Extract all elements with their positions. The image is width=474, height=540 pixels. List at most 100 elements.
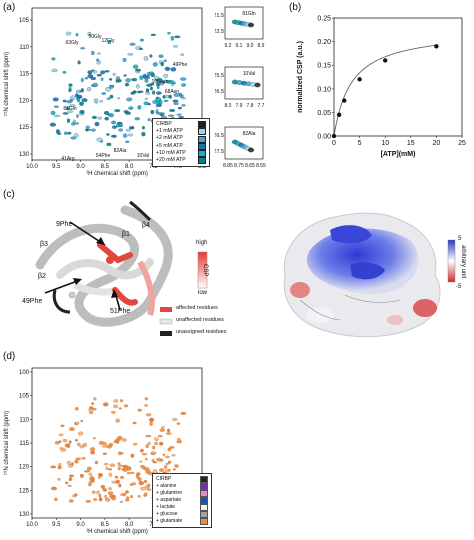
nmr-peak (91, 402, 95, 405)
y-tick-label: 105 (19, 18, 30, 24)
nmr-peak (118, 483, 122, 488)
nmr-peak (51, 57, 56, 61)
nmr-peak (150, 33, 157, 36)
x-tick-label: 9.0 (76, 164, 85, 170)
nmr-peak (122, 57, 127, 62)
nmr-peak (115, 438, 121, 442)
y-tick-label: 100 (19, 370, 30, 376)
nmr-peak (102, 488, 108, 492)
nmr-peak (158, 54, 164, 58)
nmr-peak (139, 38, 144, 42)
legend-swatch (200, 483, 208, 490)
nmr-peak (173, 45, 179, 48)
nmr-peak (80, 419, 84, 423)
label-beta4: β4 (142, 222, 150, 229)
peak-label: 81Gln (63, 106, 77, 112)
legend-row: + aspartate (156, 497, 208, 504)
nmr-peak (122, 438, 127, 442)
nmr-peak (132, 64, 139, 69)
panel-a-legend: CIRBP +1 mM ATP +2 mM ATP +5 mM ATP +10 mM A… (152, 118, 210, 168)
unassigned-swatch (160, 331, 172, 336)
nmr-peak (127, 53, 134, 56)
nmr-peak (123, 110, 129, 113)
nmr-peak (97, 52, 101, 55)
nmr-peak (53, 105, 59, 108)
nmr-peak (126, 496, 130, 500)
nmr-peak (148, 417, 155, 422)
nmr-peak (64, 131, 68, 136)
panel-c-letter: (c) (3, 189, 15, 200)
legend-row: + lactate (156, 504, 208, 511)
nmr-peak (155, 91, 162, 95)
nmr-peak (99, 100, 104, 103)
nmr-peak (74, 133, 79, 138)
nmr-peak (155, 100, 160, 106)
nmr-peak (152, 62, 158, 67)
legend-swatch (198, 121, 206, 129)
nmr-peak (108, 78, 113, 81)
potential-colorbar (447, 239, 456, 283)
legend-swatch (200, 511, 208, 518)
legend-swatch (198, 128, 206, 136)
data-point (331, 133, 337, 139)
y-axis-label: ¹⁵N chemical shift (ppm) (3, 52, 10, 116)
x-axis-label: ¹H chemical shift (ppm) (86, 171, 148, 177)
nmr-peak (107, 491, 114, 496)
nmr-peak (143, 479, 148, 484)
nmr-peak (74, 459, 79, 464)
panel-d-legend: CIRBP + alanine + glutamine + aspartate + la… (152, 473, 212, 528)
nmr-peak (155, 97, 162, 102)
panel-a-letter: (a) (3, 2, 16, 13)
nmr-peak (115, 418, 120, 423)
nmr-peak (150, 73, 156, 78)
nmr-peak (80, 473, 84, 478)
y-tick-label: 120 (19, 98, 30, 104)
nmr-peak (121, 467, 126, 471)
nmr-peak (96, 73, 102, 77)
nmr-peak (117, 97, 121, 100)
zoom-y-tick: 126.5 (215, 89, 224, 95)
nmr-peak (136, 84, 140, 89)
y-tick-label: 125 (19, 488, 30, 494)
csp-colorbar (197, 251, 208, 289)
x-tick-label: 10.0 (26, 522, 38, 528)
affected-swatch (160, 307, 172, 312)
nmr-peak (141, 131, 146, 137)
nmr-peak (117, 462, 121, 465)
nmr-peak (160, 61, 164, 67)
peak-label: 108Asn (152, 79, 169, 85)
y-tick-label: 130 (19, 152, 30, 158)
nmr-peak (100, 70, 106, 75)
nmr-peak (58, 433, 64, 437)
nmr-peak (174, 35, 181, 39)
nmr-peak (165, 432, 172, 435)
nmr-peak (93, 408, 97, 411)
label-9phe: 9Phe (56, 221, 73, 228)
x-tick-label: 10.0 (26, 164, 38, 170)
nmr-peak (96, 60, 101, 65)
nmr-peak (147, 118, 151, 122)
nmr-peak (100, 77, 104, 82)
nmr-peak (173, 93, 180, 97)
nmr-peak (72, 119, 77, 123)
legend-row: + alanine (156, 483, 208, 490)
nmr-peak (149, 421, 153, 426)
nmr-peak (114, 475, 119, 479)
legend-label: + glutamine (156, 490, 182, 497)
nmr-peak (65, 107, 70, 111)
zoom-peak (247, 22, 255, 28)
zoom-label: 82Ala (243, 131, 256, 137)
nmr-peak (54, 114, 60, 118)
nmr-peak (123, 74, 127, 77)
legend-row: +20 mM ATP (156, 157, 206, 165)
nmr-peak (150, 109, 155, 115)
nmr-peak (67, 484, 72, 487)
legend-swatch (200, 504, 208, 511)
zoom-frame (224, 126, 264, 160)
nmr-peak (89, 411, 94, 415)
nmr-peak (125, 78, 131, 83)
zoom-x-tick: 7.7 (258, 103, 265, 109)
nmr-peak (154, 437, 159, 441)
legend-row: +2 mM ATP (156, 135, 206, 143)
zoom-y-tick: 122.5 (215, 29, 224, 35)
